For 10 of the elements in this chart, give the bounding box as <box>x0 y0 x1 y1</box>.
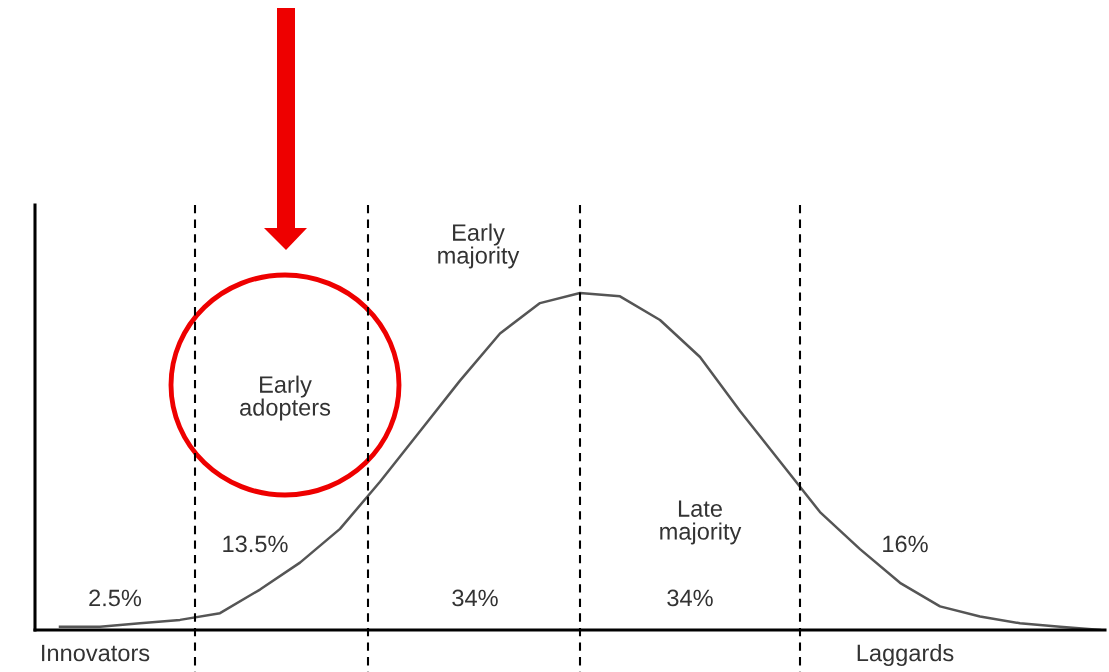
annotation: 34% <box>452 589 498 607</box>
text: Laggards <box>857 643 954 667</box>
annotation: 13.5% <box>223 535 288 553</box>
annotation: 34% <box>667 589 713 607</box>
annotation: Late majority <box>660 500 742 545</box>
annotation: Early adopters <box>240 375 331 421</box>
text: Early majority <box>438 223 520 269</box>
text: Innovators <box>42 644 150 662</box>
annotation: 16% <box>883 535 928 553</box>
annotation: 2.5% <box>89 589 142 607</box>
